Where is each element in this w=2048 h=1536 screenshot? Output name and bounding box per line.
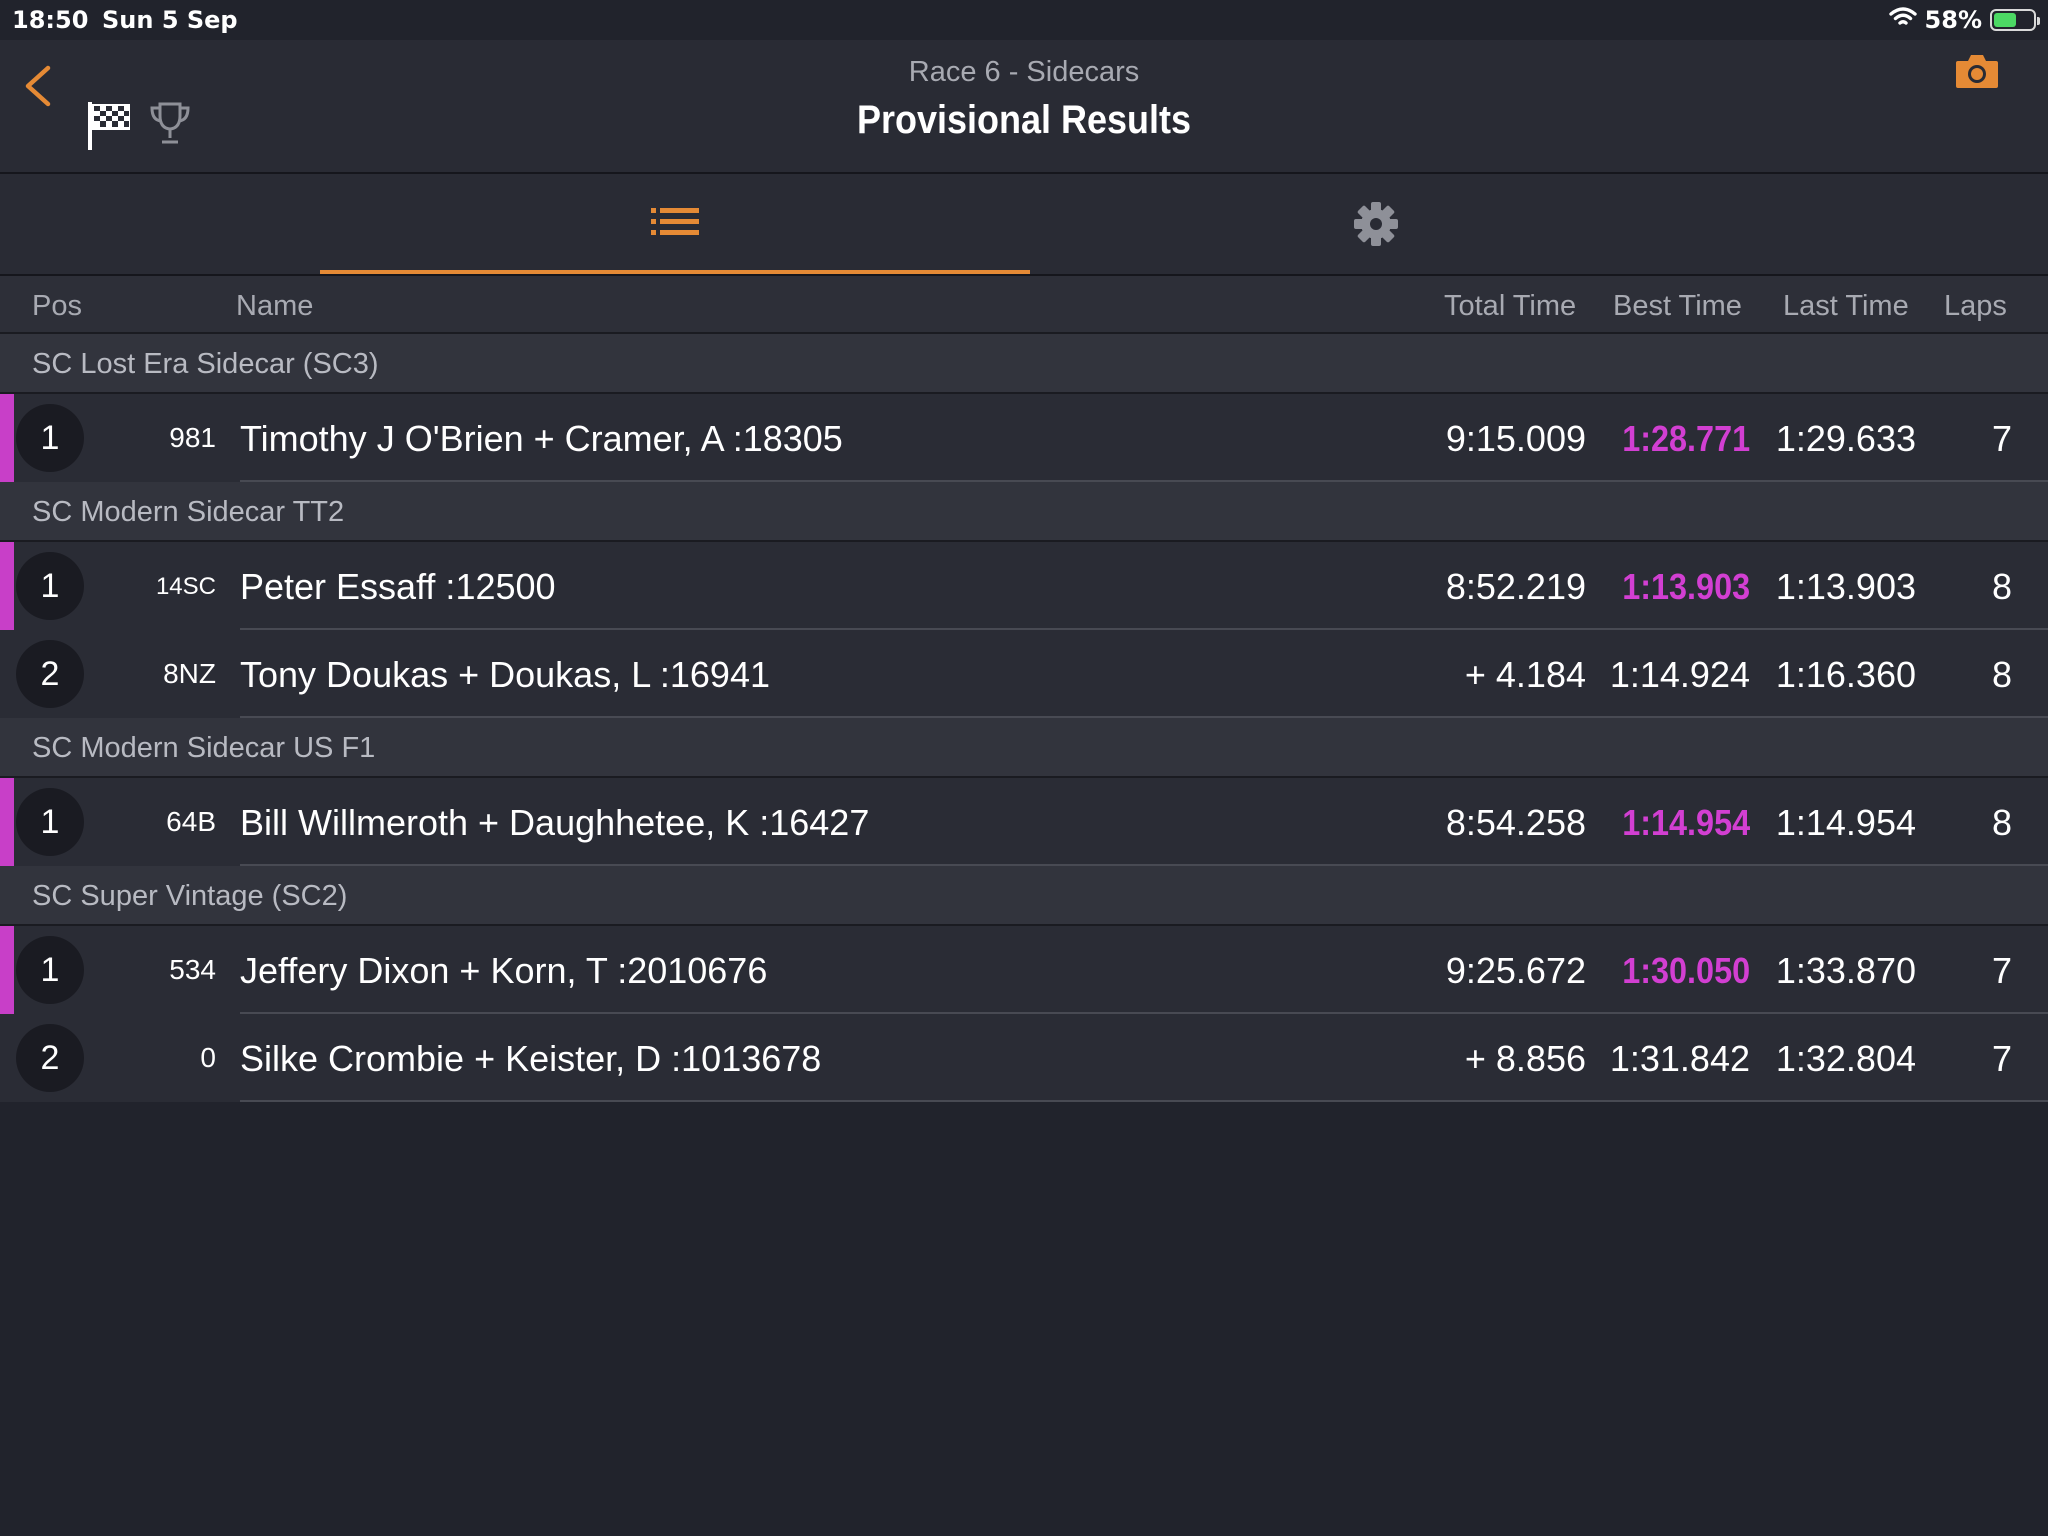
list-icon	[651, 208, 699, 235]
class-group-name: SC Modern Sidecar US F1	[32, 732, 376, 764]
gear-icon	[1354, 202, 1398, 246]
trophy-icon	[150, 102, 190, 144]
status-right: 58%	[1888, 6, 2040, 34]
row-divider	[240, 628, 2048, 630]
best-time: 1:31.842	[1609, 1038, 1750, 1079]
col-pos: Pos	[32, 290, 82, 322]
position-badge: 1	[16, 404, 84, 472]
back-chevron-icon	[25, 65, 51, 107]
result-row[interactable]: 1 64B Bill Willmeroth + Daughhetee, K :164…	[0, 778, 2048, 866]
tab-results-list[interactable]	[320, 174, 1030, 274]
best-time: 1:30.050	[1622, 950, 1750, 991]
result-row[interactable]: 1 14SC Peter Essaff :12500 8:52.219 1:13.903…	[0, 542, 2048, 630]
nav-bar: Race 6 - Sidecars Provisional Results	[0, 40, 2048, 174]
battery-percent: 58%	[1924, 6, 1982, 34]
class-group-name: SC Modern Sidecar TT2	[32, 496, 345, 528]
best-time: 1:14.954	[1622, 802, 1750, 843]
laps-count: 7	[1991, 1038, 2012, 1079]
laps-count: 8	[1991, 566, 2012, 607]
status-bar: 18:50 Sun 5 Sep 58%	[0, 0, 2048, 40]
position-badge: 1	[16, 936, 84, 1004]
last-time: 1:14.954	[1775, 802, 1916, 843]
class-leader-marker	[0, 926, 14, 1014]
camera-icon	[1956, 55, 1998, 88]
class-group-header: SC Modern Sidecar US F1	[0, 718, 2048, 778]
checkered-flag-button[interactable]	[86, 100, 132, 157]
total-time: + 8.856	[1464, 1038, 1586, 1079]
column-header: Pos Name Total Time Best Time Last Time …	[0, 276, 2048, 334]
status-time: 18:50	[12, 6, 89, 34]
page-title: Provisional Results	[856, 98, 1192, 142]
rider-number: 8NZ	[163, 658, 216, 689]
camera-button[interactable]	[1954, 52, 2000, 95]
last-time: 1:33.870	[1775, 950, 1916, 991]
best-time: 1:14.924	[1609, 654, 1750, 695]
result-row[interactable]: 2 0 Silke Crombie + Keister, D :1013678 + 8…	[0, 1014, 2048, 1102]
best-time: 1:13.903	[1622, 566, 1750, 607]
col-laps: Laps	[1944, 290, 2007, 322]
result-row[interactable]: 2 8NZ Tony Doukas + Doukas, L :16941 + 4.18…	[0, 630, 2048, 718]
class-leader-marker	[0, 394, 14, 482]
rider-name: Bill Willmeroth + Daughhetee, K :16427	[240, 802, 870, 843]
best-time: 1:28.771	[1622, 418, 1750, 459]
rider-name: Timothy J O'Brien + Cramer, A :18305	[240, 418, 843, 459]
position-badge: 1	[16, 552, 84, 620]
class-leader-marker	[0, 542, 14, 630]
position-badge: 2	[16, 1024, 84, 1092]
result-row[interactable]: 1 981 Timothy J O'Brien + Cramer, A :18305…	[0, 394, 2048, 482]
status-date: Sun 5 Sep	[102, 6, 238, 34]
last-time: 1:13.903	[1775, 566, 1916, 607]
rider-number: 981	[169, 422, 216, 453]
last-time: 1:32.804	[1775, 1038, 1916, 1079]
back-button[interactable]	[18, 60, 58, 120]
laps-count: 7	[1991, 950, 2012, 991]
rider-number: 14SC	[155, 573, 216, 600]
position-badge: 2	[16, 640, 84, 708]
class-group-header: SC Super Vintage (SC2)	[0, 866, 2048, 926]
class-group-header: SC Modern Sidecar TT2	[0, 482, 2048, 542]
rider-number: 534	[169, 954, 216, 985]
result-row[interactable]: 1 534 Jeffery Dixon + Korn, T :2010676 9:25…	[0, 926, 2048, 1014]
checkered-flag-icon	[88, 102, 130, 150]
laps-count: 8	[1991, 802, 2012, 843]
battery-icon	[1990, 9, 2040, 31]
rider-number: 0	[200, 1042, 216, 1073]
position-badge: 1	[16, 788, 84, 856]
class-group-header: SC Lost Era Sidecar (SC3)	[0, 334, 2048, 394]
row-divider	[240, 716, 2048, 718]
trophy-button[interactable]	[148, 100, 192, 151]
last-time: 1:29.633	[1775, 418, 1916, 459]
laps-count: 8	[1991, 654, 2012, 695]
tab-settings[interactable]	[1024, 174, 1728, 274]
col-last-time: Last Time	[1783, 290, 1909, 322]
col-best-time: Best Time	[1613, 290, 1742, 322]
row-divider	[240, 480, 2048, 482]
row-divider	[240, 864, 2048, 866]
rider-name: Silke Crombie + Keister, D :1013678	[240, 1038, 822, 1079]
total-time: 9:15.009	[1445, 418, 1586, 459]
last-time: 1:16.360	[1775, 654, 1916, 695]
total-time: + 4.184	[1464, 654, 1586, 695]
total-time: 8:52.219	[1445, 566, 1586, 607]
total-time: 8:54.258	[1445, 802, 1586, 843]
class-group-name: SC Lost Era Sidecar (SC3)	[32, 348, 379, 380]
rider-name: Jeffery Dixon + Korn, T :2010676	[240, 950, 768, 991]
rider-name: Peter Essaff :12500	[240, 566, 556, 607]
race-subtitle: Race 6 - Sidecars	[908, 56, 1140, 88]
rider-number: 64B	[166, 806, 216, 837]
row-divider	[240, 1100, 2048, 1102]
laps-count: 7	[1991, 418, 2012, 459]
total-time: 9:25.672	[1445, 950, 1586, 991]
col-total-time: Total Time	[1444, 290, 1577, 322]
row-divider	[240, 1012, 2048, 1014]
tab-bar	[0, 174, 2048, 276]
col-name: Name	[236, 290, 314, 322]
wifi-icon	[1888, 6, 1917, 34]
class-leader-marker	[0, 778, 14, 866]
rider-name: Tony Doukas + Doukas, L :16941	[240, 654, 770, 695]
class-group-name: SC Super Vintage (SC2)	[32, 880, 348, 912]
